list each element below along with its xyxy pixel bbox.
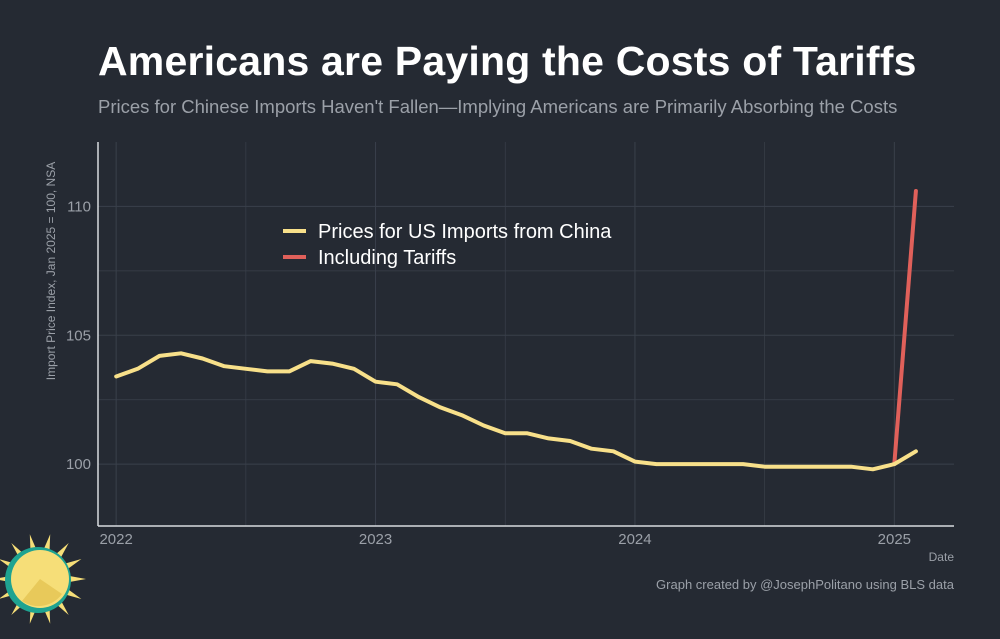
legend-label-tariffs: Including Tariffs — [318, 247, 456, 269]
chart-subtitle: Prices for Chinese Imports Haven't Falle… — [98, 96, 898, 117]
logo-wedge-icon — [22, 579, 62, 607]
x-tick-label: 2022 — [99, 531, 132, 548]
sun-logo-icon — [0, 534, 86, 624]
chart-title: Americans are Paying the Costs of Tariff… — [98, 38, 917, 84]
sun-ray-icon — [66, 575, 86, 583]
series-line-china-imports — [114, 351, 918, 472]
plot-series — [114, 189, 918, 472]
y-tick-label: 100 — [66, 456, 91, 473]
y-tick-label: 110 — [67, 198, 91, 215]
credit-text: Graph created by @JosephPolitano using B… — [656, 577, 954, 592]
y-axis-label: Import Price Index, Jan 2025 = 100, NSA — [44, 162, 58, 380]
y-tick-label: 105 — [66, 327, 91, 344]
x-tick-label: 2024 — [618, 531, 651, 548]
series-line-including-tariffs — [892, 189, 918, 467]
x-tick-label: 2025 — [878, 531, 911, 548]
tick-labels: 100 105 110 2022 2023 2024 2025 — [66, 198, 911, 548]
legend: Prices for US Imports from China Includi… — [283, 221, 612, 269]
x-tick-label: 2023 — [359, 531, 392, 548]
legend-label-china: Prices for US Imports from China — [318, 221, 612, 243]
x-axis-label: Date — [929, 550, 955, 564]
axes — [97, 142, 954, 527]
